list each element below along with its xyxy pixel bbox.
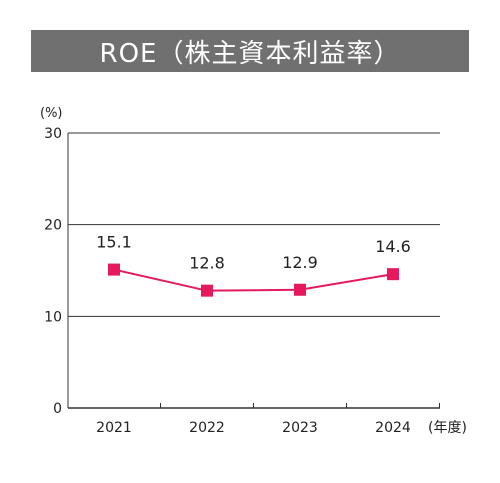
y-tick-label: 10 — [44, 309, 62, 325]
data-labels: 15.1 12.8 12.9 14.6 — [96, 233, 411, 273]
axes — [67, 133, 440, 409]
series-line — [113, 268, 394, 292]
data-point-marker — [108, 263, 120, 276]
chart-title: ROE（株主資本利益率） — [99, 38, 401, 69]
series-markers — [108, 263, 399, 297]
data-label: 12.8 — [189, 254, 225, 273]
x-tick-label: 2021 — [96, 420, 132, 436]
x-unit-label: (年度) — [428, 420, 467, 436]
x-tick-label: 2024 — [375, 420, 411, 436]
series-line-0 — [113, 268, 394, 292]
data-point-marker — [294, 283, 306, 296]
grid-lines — [68, 132, 440, 317]
data-label: 12.9 — [282, 253, 318, 272]
x-tick-labels: 2021 2022 2023 2024 — [96, 420, 411, 436]
y-unit-label: (%) — [40, 106, 63, 121]
x-tick-label: 2023 — [282, 420, 318, 436]
data-point-marker — [387, 268, 399, 281]
y-tick-label: 0 — [53, 401, 62, 417]
data-point-marker — [201, 284, 213, 297]
title-bar: ROE（株主資本利益率） — [31, 30, 469, 72]
y-tick-label: 20 — [44, 218, 62, 234]
y-tick-label: 30 — [44, 126, 62, 142]
data-label: 15.1 — [96, 233, 132, 252]
y-tick-labels: 0 10 20 30 — [44, 126, 62, 417]
data-label: 14.6 — [375, 237, 411, 256]
x-tick-label: 2022 — [189, 420, 225, 436]
